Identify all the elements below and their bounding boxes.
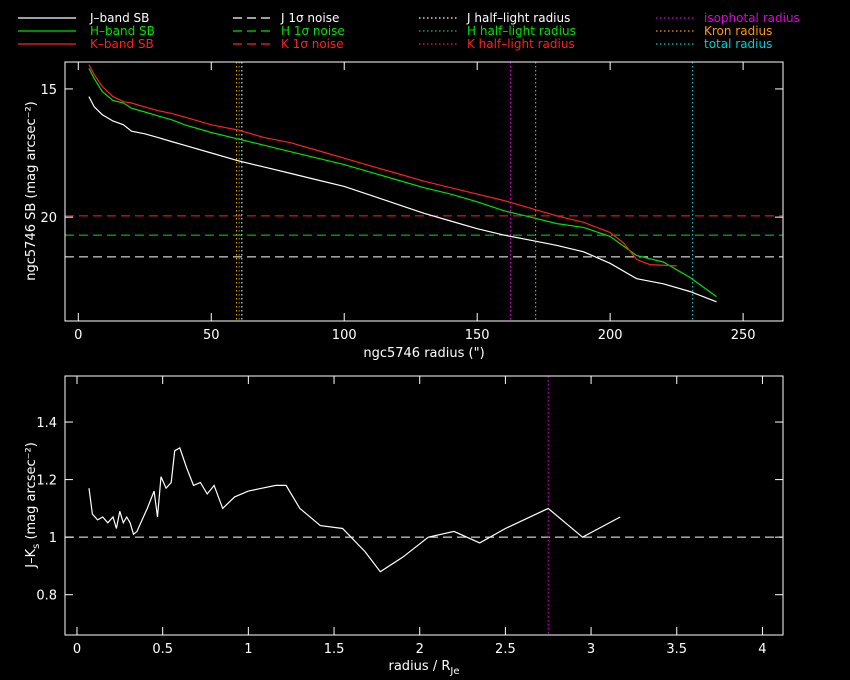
sb-x-tick-label: 100 [332, 328, 357, 343]
sb-series-line [88, 68, 717, 298]
color-x-tick-label: 1.5 [324, 642, 345, 657]
sb-y-axis-label: ngc5746 SB (mag arcsec⁻²) [24, 101, 39, 280]
surface-brightness-panel: 0 50 100 150 200 250 15 20 ngc5746 radius (") n… [24, 61, 784, 361]
color-y-tick-label: 1 [49, 531, 57, 546]
color-y-tick-label: 1.4 [36, 416, 57, 431]
color-x-tick-label: 3.5 [666, 642, 687, 657]
legend-label: Kron radius [704, 24, 772, 38]
sb-axes-frame [64, 61, 784, 322]
color-y-axis-label-sub: s [31, 544, 42, 549]
sb-x-tick-label: 150 [465, 328, 490, 343]
color-x-tick-label: 1 [244, 642, 252, 657]
color-x-tick-label: 4 [758, 642, 766, 657]
color-x-axis-label-sub: Je [449, 666, 459, 677]
color-x-tick-label: 0.5 [152, 642, 173, 657]
sb-y-tick-label: 20 [40, 211, 57, 226]
legend-label: H 1σ noise [281, 24, 345, 38]
color-x-axis-label-main: radius / R [389, 659, 451, 674]
color-y-axis-label: J–Ks (mag arcsec⁻²) [24, 442, 42, 569]
color-plot-area: 0 0.5 1 1.5 2 2.5 3 3.5 4 0.8 1 1.2 1.4 [36, 376, 783, 657]
color-x-axis-label: radius / RJe [389, 659, 460, 677]
legend-label: J half–light radius [466, 11, 570, 25]
sb-y-tick-label: 15 [40, 83, 57, 98]
legend-label: total radius [704, 37, 772, 51]
color-series-line [88, 447, 621, 573]
color-x-tick-label: 2 [416, 642, 424, 657]
color-y-axis-label-rest: (mag arcsec⁻²) [24, 442, 39, 543]
sb-x-axis-label: ngc5746 radius (") [363, 346, 484, 361]
color-x-tick-label: 0 [73, 642, 81, 657]
color-y-axis-label-main: J–K [24, 548, 39, 568]
color-profile-panel: 0 0.5 1 1.5 2 2.5 3 3.5 4 0.8 1 1.2 1.4 radius / RJe… [24, 375, 784, 677]
sb-x-tick-label: 50 [203, 328, 220, 343]
sb-series-line [88, 96, 717, 303]
legend-label: K–band SB [90, 37, 154, 51]
color-axes-frame [64, 375, 784, 636]
legend-label: K 1σ noise [281, 37, 344, 51]
color-x-tick-label: 2.5 [495, 642, 516, 657]
legend-label: H–band SB [90, 24, 155, 38]
sb-x-tick-label: 200 [598, 328, 623, 343]
legend-label: J–band SB [89, 11, 149, 25]
color-y-tick-label: 0.8 [36, 589, 57, 604]
legend-label: H half–light radius [467, 24, 576, 38]
sb-series-line [88, 64, 677, 267]
sb-x-tick-label: 0 [74, 328, 82, 343]
sb-plot-area: 0 50 100 150 200 250 15 20 [40, 62, 783, 343]
color-x-tick-label: 3 [587, 642, 595, 657]
color-y-tick-label: 1.2 [36, 474, 57, 489]
legend-label: isophotal radius [704, 11, 800, 25]
legend-label: K half–light radius [467, 37, 575, 51]
legend-label: J 1σ noise [280, 11, 339, 25]
sb-x-tick-label: 250 [731, 328, 756, 343]
